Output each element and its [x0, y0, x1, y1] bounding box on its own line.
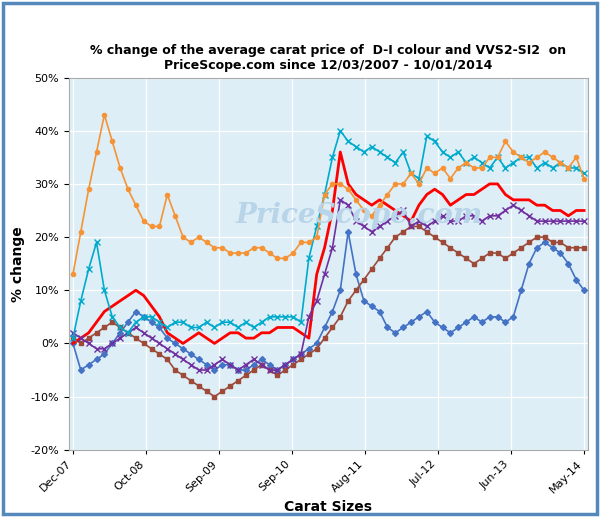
0.5  to 1: [109, 319, 116, 325]
1 to 2: [580, 207, 587, 214]
0 to 0.5: [235, 367, 242, 373]
0 to 0.5: [344, 229, 352, 235]
Y-axis label: % change: % change: [11, 226, 25, 301]
1 to 2: [227, 330, 234, 336]
0.5  to 1: [195, 383, 202, 389]
1 to 2: [195, 330, 202, 336]
Line: 1 to 2: 1 to 2: [73, 152, 584, 343]
3 to 4: [227, 319, 234, 325]
0.5  to 1: [486, 250, 493, 256]
1 to 2: [70, 340, 77, 346]
3 to 4: [478, 160, 485, 166]
0 to 0.5: [116, 330, 124, 336]
0.5  to 1: [298, 356, 305, 362]
2 to 3: [486, 212, 493, 219]
0.5  to 1: [211, 393, 218, 400]
X-axis label: Carat Sizes: Carat Sizes: [284, 500, 373, 514]
Title: % change of the average carat price of  D-I colour and VVS2-SI2  on
PriceScope.c: % change of the average carat price of D…: [91, 44, 566, 72]
3 to 4: [195, 324, 202, 330]
0 to 0.5: [298, 351, 305, 357]
0.5  to 1: [70, 335, 77, 341]
1 to 2: [478, 186, 485, 192]
1 to 2: [337, 149, 344, 155]
2 to 3: [235, 367, 242, 373]
0 to 0.5: [580, 287, 587, 293]
0 to 0.5: [486, 314, 493, 320]
4 to 99: [101, 112, 108, 118]
3 to 4: [580, 170, 587, 176]
1 to 2: [109, 303, 116, 309]
3 to 4: [337, 128, 344, 134]
4 to 99: [116, 165, 124, 171]
4 to 99: [203, 239, 210, 246]
3 to 4: [290, 314, 297, 320]
3 to 4: [549, 165, 556, 171]
3 to 4: [70, 335, 77, 341]
2 to 3: [70, 330, 77, 336]
Line: 4 to 99: 4 to 99: [71, 113, 586, 277]
1 to 2: [290, 324, 297, 330]
4 to 99: [549, 154, 556, 160]
Line: 0.5  to 1: 0.5 to 1: [71, 224, 586, 399]
0.5  to 1: [305, 351, 313, 357]
Line: 0 to 0.5: 0 to 0.5: [71, 230, 586, 372]
3 to 4: [109, 314, 116, 320]
Line: 2 to 3: 2 to 3: [70, 197, 587, 373]
2 to 3: [305, 314, 313, 320]
0.5  to 1: [407, 223, 415, 230]
0 to 0.5: [70, 340, 77, 346]
Line: 3 to 4: 3 to 4: [70, 128, 587, 341]
4 to 99: [478, 165, 485, 171]
4 to 99: [235, 250, 242, 256]
4 to 99: [298, 239, 305, 246]
2 to 3: [580, 218, 587, 224]
2 to 3: [109, 340, 116, 346]
4 to 99: [580, 175, 587, 181]
2 to 3: [298, 351, 305, 357]
0.5  to 1: [235, 377, 242, 384]
Text: PriceScope.com: PriceScope.com: [236, 202, 483, 229]
2 to 3: [195, 367, 202, 373]
0 to 0.5: [203, 361, 210, 368]
1 to 2: [549, 207, 556, 214]
2 to 3: [203, 367, 210, 373]
2 to 3: [337, 197, 344, 203]
0 to 0.5: [305, 346, 313, 352]
0.5  to 1: [580, 245, 587, 251]
0 to 0.5: [77, 367, 85, 373]
4 to 99: [70, 271, 77, 278]
